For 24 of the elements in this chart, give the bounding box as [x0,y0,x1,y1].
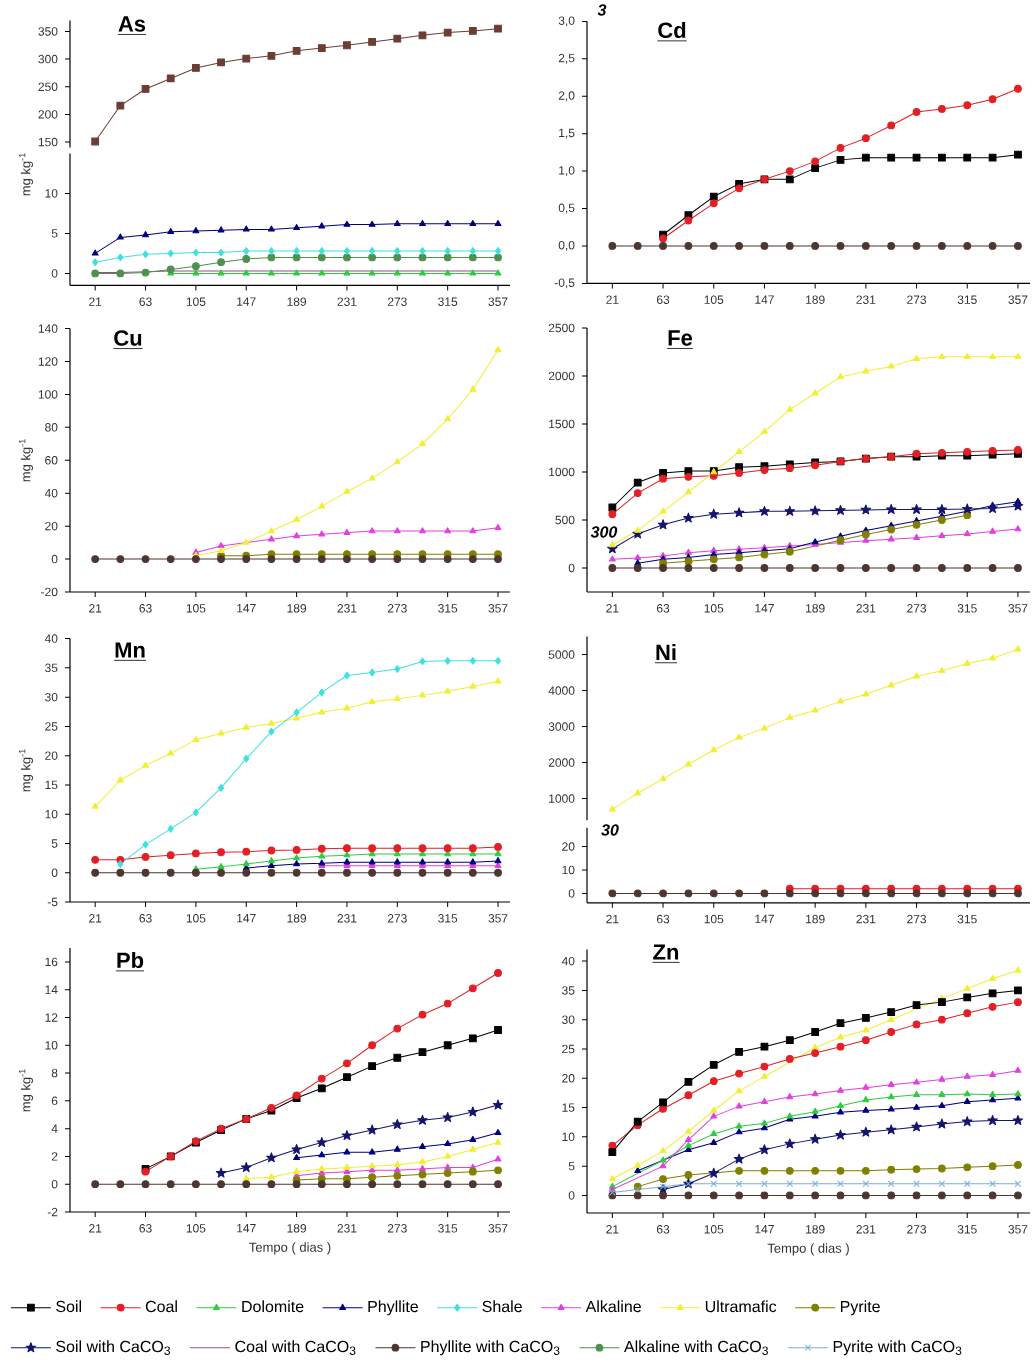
legend-label: Alkaline [585,1300,641,1313]
annotation: 300 [590,526,618,538]
chart-title: Pb [117,951,144,969]
legend-label: Pyrite [840,1300,880,1316]
chart-title: As [118,16,146,32]
chart-title: Zn [653,944,679,960]
legend-label: Alkaline with CaCO$_{3}$ [624,1340,768,1355]
legend-label: Coal [145,1300,177,1313]
legend-label: Soil [56,1300,81,1313]
legend-label: Dolomite [242,1300,304,1313]
text: 3 [597,4,607,16]
chart-title: Cu [114,330,142,346]
legend-label: Phyllite [368,1300,418,1316]
legend-label: Ultramafic [705,1300,777,1313]
legend-label: Phyllite with CaCO$_{3}$ [421,1340,560,1356]
legend-label: Pyrite with CaCO$_{3}$ [833,1340,962,1356]
chart-title: Ni [656,644,676,660]
chart-title: Cd [658,21,686,39]
legend-label: Shale [482,1300,522,1313]
legend-label: Coal with CaCO$_{3}$ [235,1340,356,1355]
annotation: 30 [601,824,619,836]
chart-title: Fe [668,330,693,346]
legend-label: Soil with CaCO$_{3}$ [56,1340,171,1355]
chart-title: Mn [115,642,145,658]
